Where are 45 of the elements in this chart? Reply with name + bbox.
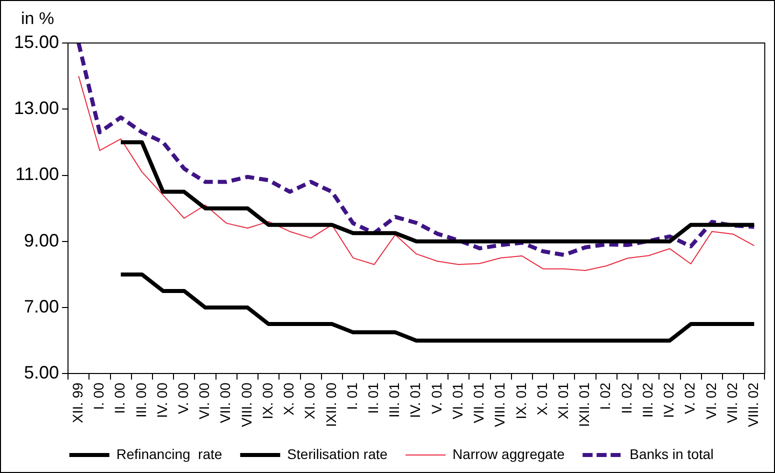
line-series [76, 43, 756, 257]
x-tick-label: II. 01 [365, 382, 382, 414]
x-tick-label: V. 02 [682, 382, 698, 414]
x-tick-label: XII. 99 [69, 382, 86, 424]
y-axis-title: in % [21, 9, 54, 29]
x-tick-label: IX. 00 [259, 382, 276, 420]
x-tick-label: VI. 00 [196, 382, 212, 420]
x-tick-label: VII. 02 [724, 382, 740, 424]
y-tick-label: 9.00 [24, 230, 60, 250]
legend-label: Banks in total [630, 446, 714, 462]
x-tick-label: II. 00 [112, 382, 128, 414]
x-tick-label: IXII. 01 [576, 382, 592, 427]
legend-label: Sterilisation rate [287, 446, 388, 462]
x-tick-label: I. 00 [90, 382, 107, 410]
x-tick-label: IV. 00 [154, 382, 170, 418]
x-tick-label: IV. 01 [407, 382, 424, 418]
x-tick-label: IV. 02 [660, 382, 677, 418]
x-tick-label: III. 01 [386, 382, 402, 418]
x-tick-label: VIII. 02 [745, 382, 762, 427]
x-tick-label: VII. 00 [217, 382, 234, 424]
y-tick-label: 5.00 [24, 362, 60, 383]
x-tick-label: VIII. 00 [238, 382, 254, 427]
x-tick-label: IXII. 00 [322, 382, 339, 427]
x-tick-label: VI. 02 [702, 382, 719, 420]
y-tick-label: 13.00 [14, 98, 60, 118]
x-tick-label: VIII. 01 [492, 382, 508, 427]
y-tick-label: 11.00 [15, 164, 60, 184]
x-tick-label: VI. 01 [449, 382, 466, 420]
x-tick-label: III. 02 [639, 382, 656, 418]
x-tick-label: II. 02 [618, 382, 634, 414]
x-tick-label: III. 00 [132, 382, 149, 418]
x-tick-label: IX. 01 [512, 382, 529, 420]
legend-label: Narrow aggregate [452, 446, 565, 462]
x-tick-label: V. 01 [428, 382, 444, 414]
x-tick-label: I. 01 [344, 382, 360, 410]
x-tick-label: V. 00 [175, 382, 192, 414]
x-tick-label: XI. 01 [555, 382, 572, 420]
x-tick-label: VII. 01 [470, 382, 487, 424]
y-tick-label: 15.00 [14, 32, 60, 52]
x-tick-label: XI. 00 [302, 382, 318, 420]
legend-label: Refinancing rate [116, 446, 222, 462]
x-tick-label: I. 02 [597, 382, 614, 410]
y-tick-label: 7.00 [24, 296, 60, 316]
x-tick-label: X. 00 [280, 382, 297, 416]
x-tick-label: X. 01 [534, 382, 550, 416]
